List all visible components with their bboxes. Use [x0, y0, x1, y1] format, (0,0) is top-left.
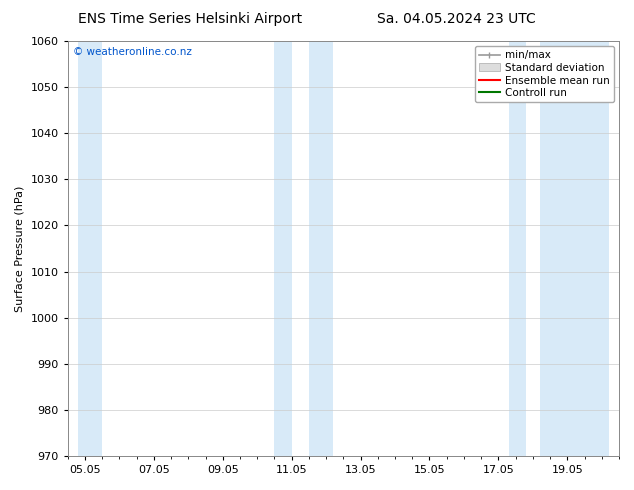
Bar	[78, 41, 102, 456]
Bar	[309, 41, 333, 456]
Legend: min/max, Standard deviation, Ensemble mean run, Controll run: min/max, Standard deviation, Ensemble me…	[475, 46, 614, 102]
Bar	[275, 41, 292, 456]
Y-axis label: Surface Pressure (hPa): Surface Pressure (hPa)	[15, 185, 25, 312]
Text: ENS Time Series Helsinki Airport: ENS Time Series Helsinki Airport	[78, 12, 302, 26]
Bar	[508, 41, 526, 456]
Bar	[540, 41, 609, 456]
Text: © weatheronline.co.nz: © weatheronline.co.nz	[73, 47, 192, 57]
Text: Sa. 04.05.2024 23 UTC: Sa. 04.05.2024 23 UTC	[377, 12, 536, 26]
